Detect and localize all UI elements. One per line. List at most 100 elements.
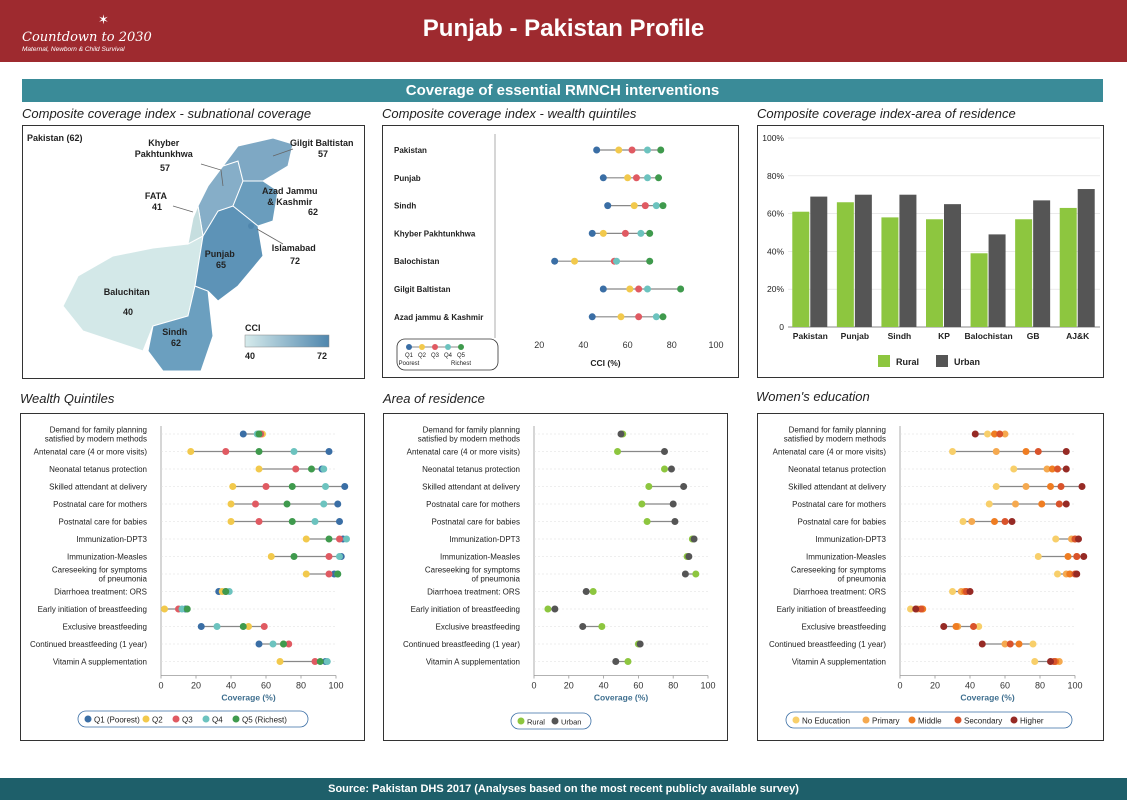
legend-dot-no-education bbox=[792, 716, 800, 724]
bar-rural-punjab bbox=[836, 202, 854, 327]
legend-sub-left: Poorest bbox=[399, 361, 420, 367]
legend-dot-urban bbox=[551, 717, 559, 725]
legend-dot-higher bbox=[1010, 716, 1018, 724]
category-label-skilled-attendant-at-delivery: Skilled attendant at delivery bbox=[788, 483, 886, 492]
point-q1-azad-jammu-kashmir bbox=[588, 313, 596, 321]
footer-source: Source: Pakistan DHS 2017 (Analyses base… bbox=[0, 778, 1127, 800]
category-label-line: Antenatal care (4 or more visits) bbox=[34, 448, 148, 457]
label-islamabad-name: Islamabad bbox=[272, 243, 316, 253]
x-tick-label: 40 bbox=[965, 681, 975, 691]
map-panel: Pakistan (62) Khyber Pakhtunkhwa 57 Gilg… bbox=[22, 125, 365, 379]
point-primary-skilled-attendant-at-delivery bbox=[1022, 483, 1030, 490]
point-middle-careseeking-for-symptoms-of-pneumonia bbox=[1066, 570, 1074, 578]
bar-rural-balochistan bbox=[970, 253, 988, 327]
bar-urban-gb bbox=[1033, 200, 1051, 327]
legend-label-urban: Urban bbox=[954, 357, 980, 367]
category-label-line: Immunization-DPT3 bbox=[815, 535, 886, 544]
category-label-postnatal-care-for-mothers: Postnatal care for mothers bbox=[53, 500, 147, 509]
category-label-line: Demand for family planning bbox=[423, 426, 520, 435]
label-gilgit-value: 57 bbox=[318, 149, 328, 159]
category-label-line: Careseeking for symptoms bbox=[791, 566, 886, 575]
category-label-careseeking-for-symptoms-of-pneumonia: Careseeking for symptoms of pneumonia bbox=[52, 566, 148, 584]
logo-subtitle: Maternal, Newborn & Child Survival bbox=[22, 46, 125, 53]
x-tick-label: 60 bbox=[1000, 681, 1010, 691]
point-q4-sindh bbox=[652, 202, 660, 210]
label-fata: FATA 41 bbox=[145, 191, 169, 212]
point-q4-postnatal-care-for-mothers bbox=[320, 500, 328, 508]
x-axis-title: Coverage (%) bbox=[594, 693, 648, 703]
point-q5-sindh bbox=[659, 202, 667, 210]
x-tick-label: 20 bbox=[534, 340, 544, 350]
category-label-line: Antenatal care (4 or more visits) bbox=[407, 448, 521, 457]
legend-swatch-urban bbox=[936, 355, 948, 367]
label-fata-value: 41 bbox=[152, 202, 162, 212]
point-q4-khyber-pakhtunkhwa bbox=[637, 229, 645, 237]
category-label-continued-breastfeeding-1-year: Continued breastfeeding (1 year) bbox=[30, 640, 147, 649]
category-label-postnatal-care-for-mothers: Postnatal care for mothers bbox=[792, 500, 886, 509]
x-tick-label-kp: KP bbox=[938, 331, 950, 341]
point-q3-postnatal-care-for-babies bbox=[255, 518, 263, 525]
bar-urban-pakistan bbox=[810, 196, 828, 327]
category-label-immunization-measles: Immunization-Measles bbox=[806, 553, 886, 562]
point-higher-immunization-measles bbox=[1080, 553, 1088, 560]
label-baluchistan-value: 40 bbox=[123, 307, 133, 317]
category-label-exclusive-breastfeeding: Exclusive breastfeeding bbox=[436, 623, 521, 632]
legend-label-q1-poorest: Q1 (Poorest) bbox=[94, 716, 140, 725]
category-label-early-initiation-of-breastfeeding: Early initiation of breastfeeding bbox=[38, 605, 147, 614]
category-label-line: Postnatal care for babies bbox=[432, 518, 521, 527]
label-ajk-line2: & Kashmir bbox=[267, 197, 313, 207]
point-rural-postnatal-care-for-mothers bbox=[638, 500, 646, 508]
point-no-education-immunization-dpt3 bbox=[1052, 535, 1060, 543]
legend-label-q1: Q1 bbox=[405, 353, 414, 359]
womens-education-panel: 0 20 40 60 80 100 Coverage (%) Demand for famil… bbox=[757, 413, 1104, 741]
point-higher-postnatal-care-for-babies bbox=[1008, 518, 1016, 525]
point-urban-early-initiation-of-breastfeeding bbox=[551, 605, 559, 613]
label-ajk-line1: Azad Jammu bbox=[262, 186, 318, 196]
x-tick-label-gb: GB bbox=[1027, 331, 1040, 341]
point-q3-neonatal-tetanus-protection bbox=[292, 465, 300, 473]
category-label-line: Neonatal tetanus protection bbox=[422, 465, 520, 474]
y-tick-label: 100% bbox=[762, 133, 784, 143]
point-secondary-exclusive-breastfeeding bbox=[970, 623, 977, 630]
point-rural-skilled-attendant-at-delivery bbox=[645, 483, 653, 490]
category-label-continued-breastfeeding-1-year: Continued breastfeeding (1 year) bbox=[403, 640, 520, 649]
point-primary-postnatal-care-for-babies bbox=[968, 518, 976, 525]
point-q3-gilgit-baltistan bbox=[635, 285, 643, 293]
point-no-education-diarrhoea-treatment-ors bbox=[949, 588, 956, 595]
point-higher-early-initiation-of-breastfeeding bbox=[912, 605, 920, 613]
bar-urban-punjab bbox=[854, 194, 872, 327]
point-secondary-continued-breastfeeding-1-year bbox=[1006, 640, 1014, 648]
legend-dot-q4 bbox=[202, 715, 210, 723]
x-tick-label: 40 bbox=[578, 340, 588, 350]
category-label-neonatal-tetanus-protection: Neonatal tetanus protection bbox=[49, 465, 147, 474]
point-q5-richest-immunization-dpt3 bbox=[325, 535, 333, 543]
point-q2-careseeking-for-symptoms-of-pneumonia bbox=[302, 570, 310, 578]
category-label-continued-breastfeeding-1-year: Continued breastfeeding (1 year) bbox=[769, 640, 886, 649]
category-label-vitamin-a-supplementation: Vitamin A supplementation bbox=[792, 658, 886, 667]
point-q3-azad-jammu-kashmir bbox=[635, 313, 643, 321]
point-urban-skilled-attendant-at-delivery bbox=[680, 483, 688, 490]
cci-wealth-panel: 020406080100CCI (%)PakistanPunjabSindhKh… bbox=[382, 125, 739, 378]
point-q2-pakistan bbox=[615, 146, 623, 154]
x-tick-label: 0 bbox=[897, 681, 902, 691]
pakistan-map: Pakistan (62) Khyber Pakhtunkhwa 57 Gilg… bbox=[27, 133, 354, 372]
category-label-line: Careseeking for symptoms bbox=[425, 566, 520, 575]
legend-label-rural: Rural bbox=[527, 718, 545, 727]
x-tick-label: 60 bbox=[261, 681, 271, 691]
category-label-postnatal-care-for-babies: Postnatal care for babies bbox=[798, 518, 887, 527]
point-q4-vitamin-a-supplementation bbox=[323, 658, 331, 665]
x-tick-label: 80 bbox=[668, 681, 678, 691]
point-q1-poorest-continued-breastfeeding-1-year bbox=[255, 640, 263, 648]
category-label-line: satisfied by modern methods bbox=[45, 435, 147, 444]
point-middle-neonatal-tetanus-protection bbox=[1048, 465, 1056, 473]
point-q1-poorest-postnatal-care-for-babies bbox=[336, 518, 343, 525]
bar-urban-balochistan bbox=[988, 234, 1006, 327]
legend-dot-q2 bbox=[419, 344, 425, 350]
point-higher-demand-for-family-planning-satisfied-by-modern-methods bbox=[971, 430, 979, 438]
point-primary-postnatal-care-for-mothers bbox=[1012, 500, 1019, 508]
point-q5-richest-neonatal-tetanus-protection bbox=[308, 465, 315, 473]
x-tick-label: 80 bbox=[667, 340, 677, 350]
point-q1-poorest-postnatal-care-for-mothers bbox=[334, 500, 342, 508]
category-label-demand-for-family-planning-satisfied-by-modern-methods: Demand for family planning satisfied by m… bbox=[784, 426, 886, 444]
legend-dot-q2 bbox=[142, 715, 150, 723]
